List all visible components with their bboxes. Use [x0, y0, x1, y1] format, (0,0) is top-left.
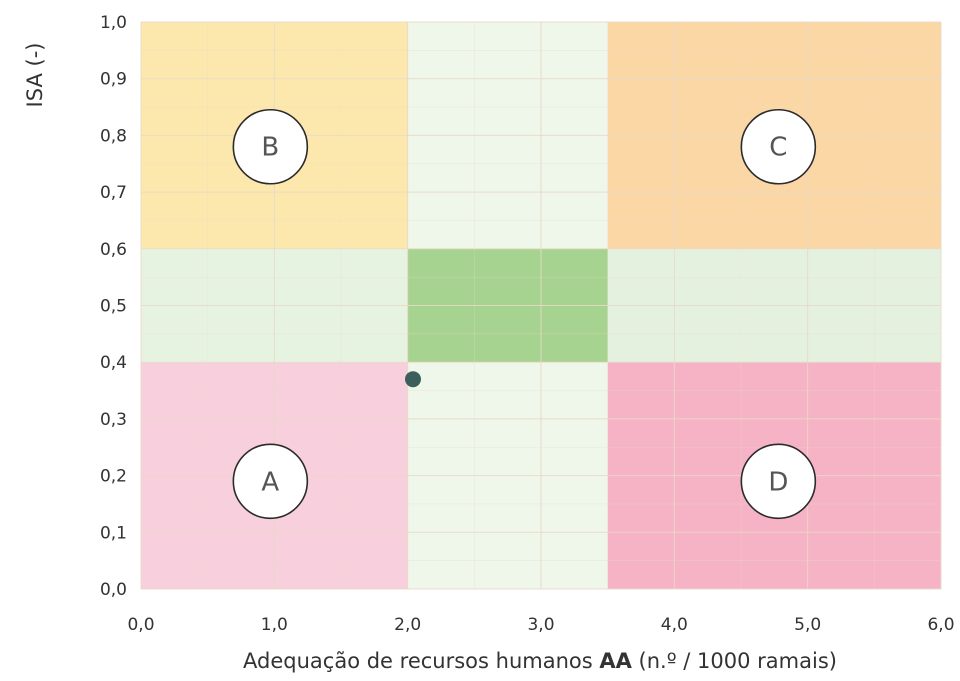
zone-label-d: D — [768, 467, 788, 497]
x-axis-title-bold: AA — [599, 649, 632, 673]
zone-label-circle — [740, 443, 817, 520]
y-tick-label: 0,2 — [100, 467, 127, 487]
x-tick-label: 4,0 — [661, 615, 688, 635]
y-tick-label: 0,6 — [100, 240, 127, 260]
zone-label-circle — [232, 443, 309, 520]
x-tick-labels: 0,0 1,0 2,0 3,0 4,0 5,0 6,0 — [127, 615, 954, 635]
x-tick-label: 5,0 — [794, 615, 821, 635]
x-tick-label: 0,0 — [127, 615, 154, 635]
y-tick-label: 1,0 — [100, 13, 127, 33]
x-tick-label: 1,0 — [261, 615, 288, 635]
y-tick-label: 0,9 — [100, 70, 127, 90]
y-tick-label: 0,5 — [100, 297, 127, 317]
y-tick-label: 0,1 — [100, 523, 127, 543]
zone-label-circle — [232, 108, 309, 185]
y-tick-label: 0,8 — [100, 126, 127, 146]
zone-label-a: A — [261, 467, 279, 497]
y-axis-title: ISA (-) — [23, 43, 47, 108]
x-axis-title-prefix: Adequação de recursos humanos — [243, 649, 599, 673]
x-tick-label: 2,0 — [394, 615, 421, 635]
y-tick-label: 0,0 — [100, 580, 127, 600]
y-tick-label: 0,4 — [100, 353, 127, 373]
data-points — [405, 371, 421, 388]
zone-label-b: B — [261, 133, 279, 163]
y-tick-label: 0,3 — [100, 410, 127, 430]
y-tick-label: 0,7 — [100, 183, 127, 203]
y-tick-labels: 0,0 0,1 0,2 0,3 0,4 0,5 0,6 0,7 0,8 0,9 1,0 — [100, 13, 127, 600]
zone-label-circle — [740, 108, 817, 185]
grid — [140, 21, 942, 590]
x-tick-label: 6,0 — [927, 615, 954, 635]
x-axis-title-suffix: (n.º / 1000 ramais) — [632, 649, 837, 673]
data-point — [405, 371, 421, 388]
zone-label-c: C — [769, 133, 787, 163]
x-axis-title: Adequação de recursos humanos AA (n.º / … — [243, 649, 837, 673]
zone-labels: B C A D — [232, 108, 817, 520]
x-tick-label: 3,0 — [527, 615, 554, 635]
